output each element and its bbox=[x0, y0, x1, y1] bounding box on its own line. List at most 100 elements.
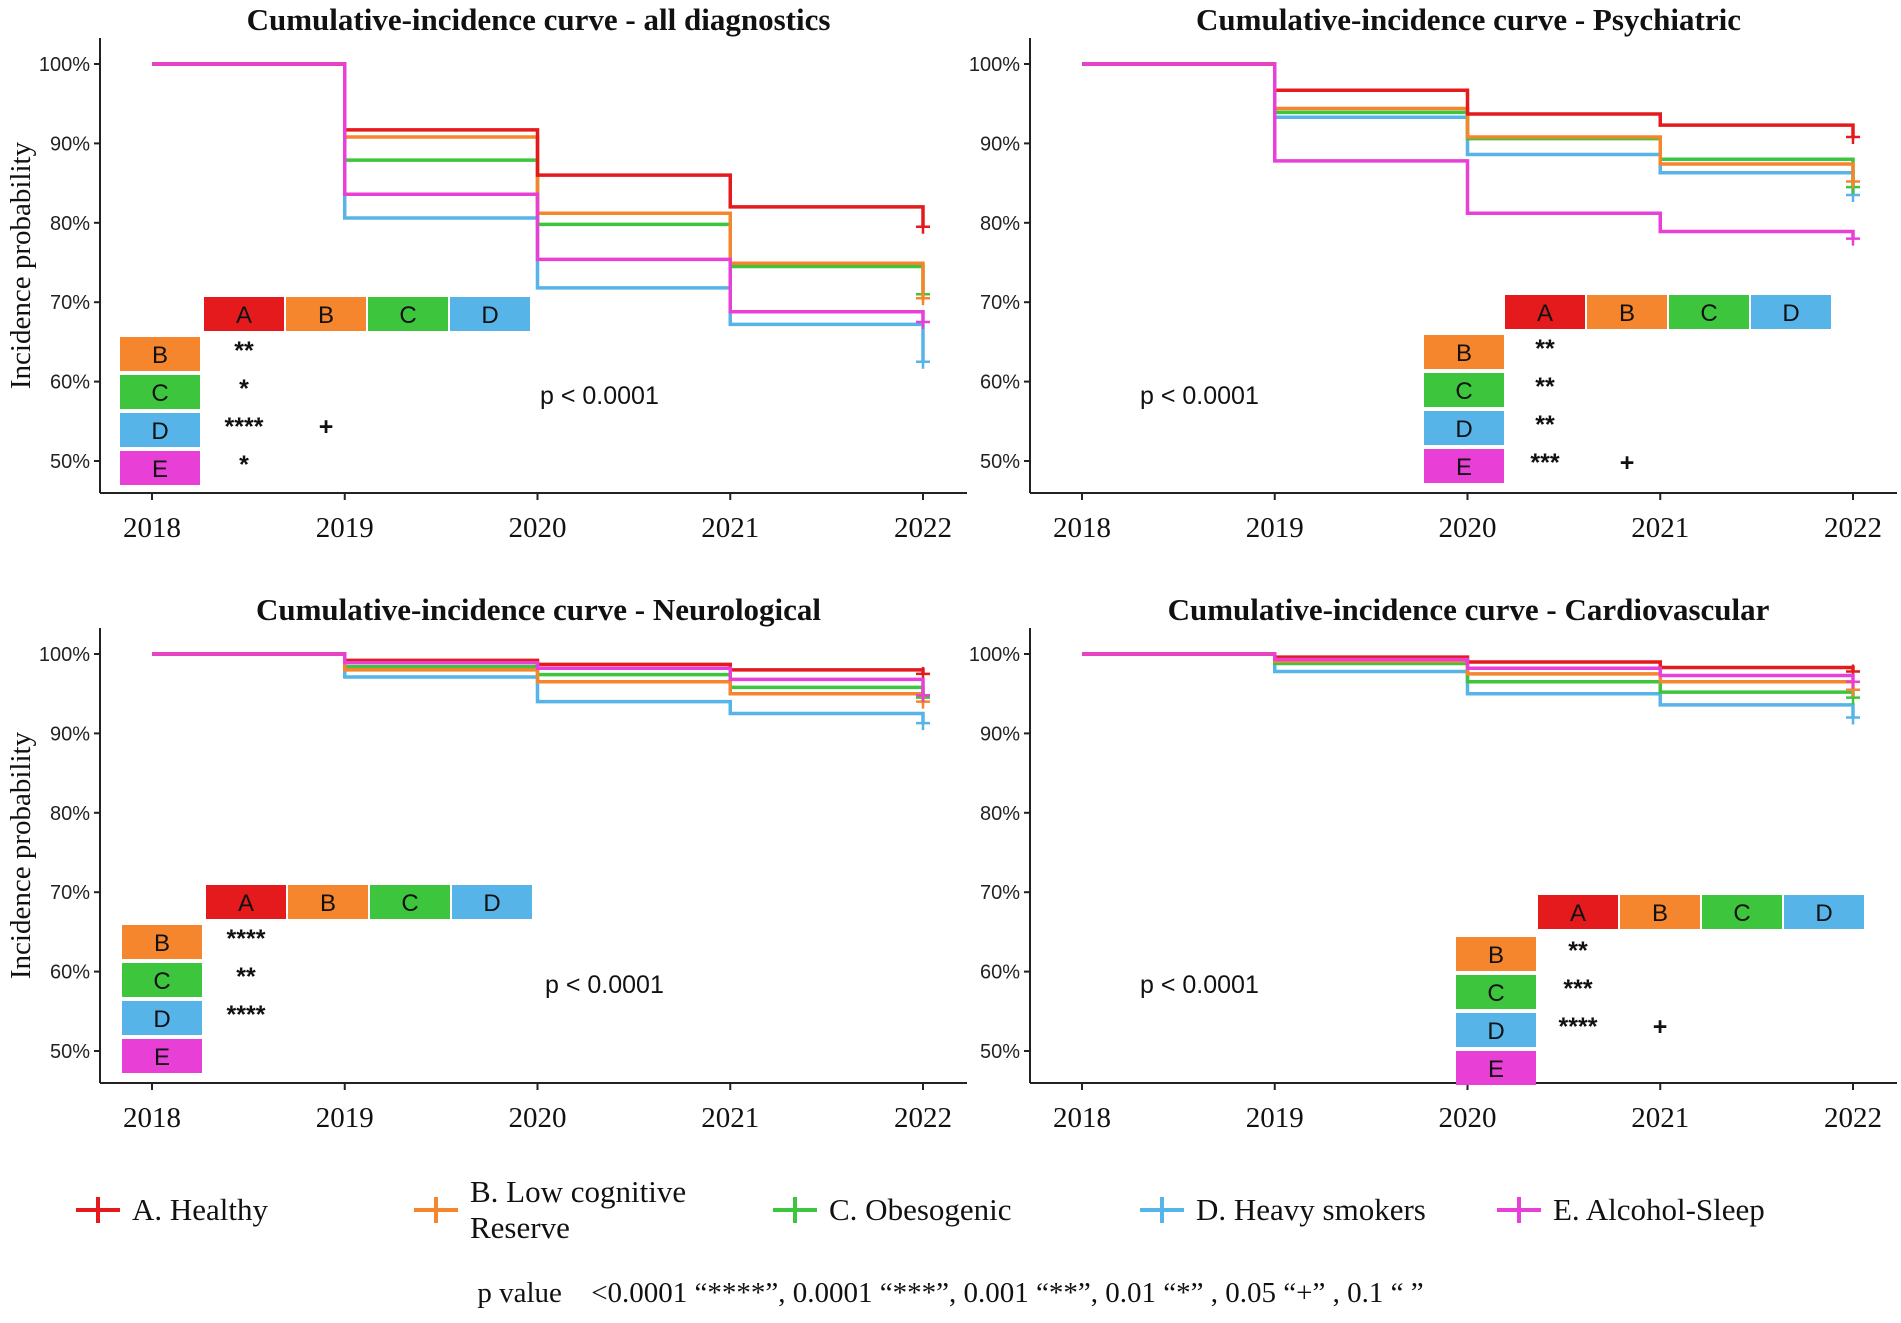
pairwise-row-header-d bbox=[1456, 1013, 1536, 1047]
pairwise-row-label: C bbox=[1455, 378, 1472, 405]
pairwise-col-label: C bbox=[401, 890, 418, 917]
pairwise-cell: * bbox=[239, 375, 249, 403]
censor-mark-e bbox=[1846, 674, 1860, 689]
y-axis-title: Incidence probability bbox=[5, 141, 37, 389]
pairwise-cell: *** bbox=[1563, 975, 1592, 1003]
y-tick-label: 50% bbox=[50, 1041, 90, 1063]
pairwise-col-header-d bbox=[1751, 295, 1831, 329]
x-tick-label: 2018 bbox=[1053, 512, 1111, 544]
pairwise-col-header-b bbox=[1587, 295, 1667, 329]
x-tick-label: 2020 bbox=[1439, 1102, 1497, 1134]
y-tick-label: 80% bbox=[980, 213, 1020, 235]
pairwise-cell: ** bbox=[1535, 373, 1555, 401]
y-tick-label: 80% bbox=[50, 803, 90, 825]
censor-mark-d bbox=[916, 716, 930, 731]
pairwise-col-header-d bbox=[450, 297, 530, 331]
pairwise-col-header-c bbox=[1702, 895, 1782, 929]
x-tick-label: 2021 bbox=[1631, 512, 1689, 544]
y-tick-label: 80% bbox=[50, 213, 90, 235]
y-tick-label: 90% bbox=[50, 723, 90, 745]
p-value-label: p < 0.0001 bbox=[540, 382, 659, 410]
x-tick-label: 2022 bbox=[894, 512, 952, 544]
legend-label-e: E. Alcohol-Sleep bbox=[1553, 1192, 1765, 1227]
pairwise-row-label: B bbox=[152, 342, 168, 369]
pairwise-col-label: D bbox=[1782, 300, 1799, 327]
x-tick-label: 2020 bbox=[1439, 512, 1497, 544]
censor-mark-b bbox=[916, 291, 930, 306]
y-tick-label: 60% bbox=[980, 372, 1020, 394]
pairwise-col-label: B bbox=[318, 302, 334, 329]
pairwise-cell: **** bbox=[1559, 1013, 1598, 1041]
x-tick-label: 2022 bbox=[1824, 1102, 1882, 1134]
x-tick-label: 2022 bbox=[1824, 512, 1882, 544]
pairwise-row-label: B bbox=[1488, 942, 1504, 969]
pairwise-col-label: A bbox=[236, 302, 252, 329]
legend-swatch-b-icon bbox=[414, 1197, 458, 1223]
pairwise-row-label: B bbox=[1456, 340, 1472, 367]
pairwise-row-label: C bbox=[151, 380, 168, 407]
x-tick-label: 2020 bbox=[509, 512, 567, 544]
y-tick-label: 60% bbox=[50, 962, 90, 984]
pairwise-col-label: A bbox=[238, 890, 254, 917]
pairwise-col-header-c bbox=[370, 885, 450, 919]
pairwise-cell: *** bbox=[1530, 449, 1559, 477]
pairwise-row-header-d bbox=[1424, 411, 1504, 445]
pairwise-col-label: A bbox=[1570, 900, 1586, 927]
y-tick-label: 100% bbox=[39, 644, 90, 666]
pairwise-row-header-e bbox=[122, 1039, 202, 1073]
pairwise-col-label: D bbox=[1815, 900, 1832, 927]
x-tick-label: 2020 bbox=[509, 1102, 567, 1134]
pairwise-row-header-b bbox=[122, 925, 202, 959]
x-tick-label: 2022 bbox=[894, 1102, 952, 1134]
pairwise-row-label: B bbox=[154, 930, 170, 957]
x-tick-label: 2019 bbox=[316, 1102, 374, 1134]
pairwise-cell: **** bbox=[227, 925, 266, 953]
chart-title: Cumulative-incidence curve - Neurologica… bbox=[256, 592, 821, 627]
chart-title: Cumulative-incidence curve - Cardiovascu… bbox=[1168, 592, 1770, 627]
pairwise-col-header-b bbox=[286, 297, 366, 331]
pairwise-cell: **** bbox=[225, 413, 264, 441]
censor-mark-e bbox=[1846, 231, 1860, 246]
pairwise-cell: + bbox=[1620, 449, 1635, 477]
significance-caption: p value <0.0001 “****”, 0.0001 “***”, 0.… bbox=[0, 1277, 1901, 1310]
legend-swatch-a-icon bbox=[76, 1197, 120, 1223]
x-tick-label: 2021 bbox=[701, 512, 759, 544]
pairwise-col-header-d bbox=[1784, 895, 1864, 929]
legend-label-a: A. Healthy bbox=[132, 1192, 269, 1227]
y-tick-label: 100% bbox=[969, 54, 1020, 76]
p-value-label: p < 0.0001 bbox=[545, 971, 664, 999]
pairwise-col-header-c bbox=[368, 297, 448, 331]
legend-item-e: E. Alcohol-Sleep bbox=[1497, 1192, 1765, 1228]
x-tick-label: 2019 bbox=[1246, 1102, 1304, 1134]
series-line-e bbox=[1082, 62, 1855, 239]
pairwise-cell: * bbox=[239, 451, 249, 479]
chart-title: Cumulative-incidence curve - Psychiatric bbox=[1196, 2, 1741, 37]
pairwise-cell: ** bbox=[236, 963, 256, 991]
y-tick-label: 60% bbox=[980, 962, 1020, 984]
pairwise-col-header-a bbox=[206, 885, 286, 919]
pairwise-col-header-a bbox=[1538, 895, 1618, 929]
legend-item-c: C. Obesogenic bbox=[773, 1192, 1012, 1228]
pairwise-row-header-c bbox=[120, 375, 200, 409]
caption-label: p value bbox=[477, 1277, 562, 1309]
pairwise-row-header-d bbox=[122, 1001, 202, 1035]
pairwise-col-label: B bbox=[1652, 900, 1668, 927]
pairwise-col-label: B bbox=[320, 890, 336, 917]
pairwise-col-label: A bbox=[1537, 300, 1553, 327]
legend-label-b: B. Low cognitive Reserve bbox=[470, 1174, 687, 1245]
x-tick-label: 2021 bbox=[1631, 1102, 1689, 1134]
y-tick-label: 50% bbox=[980, 1041, 1020, 1063]
pairwise-row-label: E bbox=[154, 1044, 170, 1071]
y-tick-label: 50% bbox=[980, 451, 1020, 473]
x-tick-label: 2018 bbox=[123, 1102, 181, 1134]
pairwise-col-header-b bbox=[1620, 895, 1700, 929]
figure: Cumulative-incidence curve - all diagnos… bbox=[5, 2, 1897, 1134]
legend-label-d: D. Heavy smokers bbox=[1196, 1192, 1426, 1227]
p-value-label: p < 0.0001 bbox=[1140, 971, 1259, 999]
x-tick-label: 2021 bbox=[701, 1102, 759, 1134]
pairwise-col-label: D bbox=[481, 302, 498, 329]
pairwise-col-label: C bbox=[1733, 900, 1750, 927]
y-tick-label: 70% bbox=[50, 292, 90, 314]
censor-mark-e bbox=[916, 315, 930, 330]
pairwise-col-header-c bbox=[1669, 295, 1749, 329]
